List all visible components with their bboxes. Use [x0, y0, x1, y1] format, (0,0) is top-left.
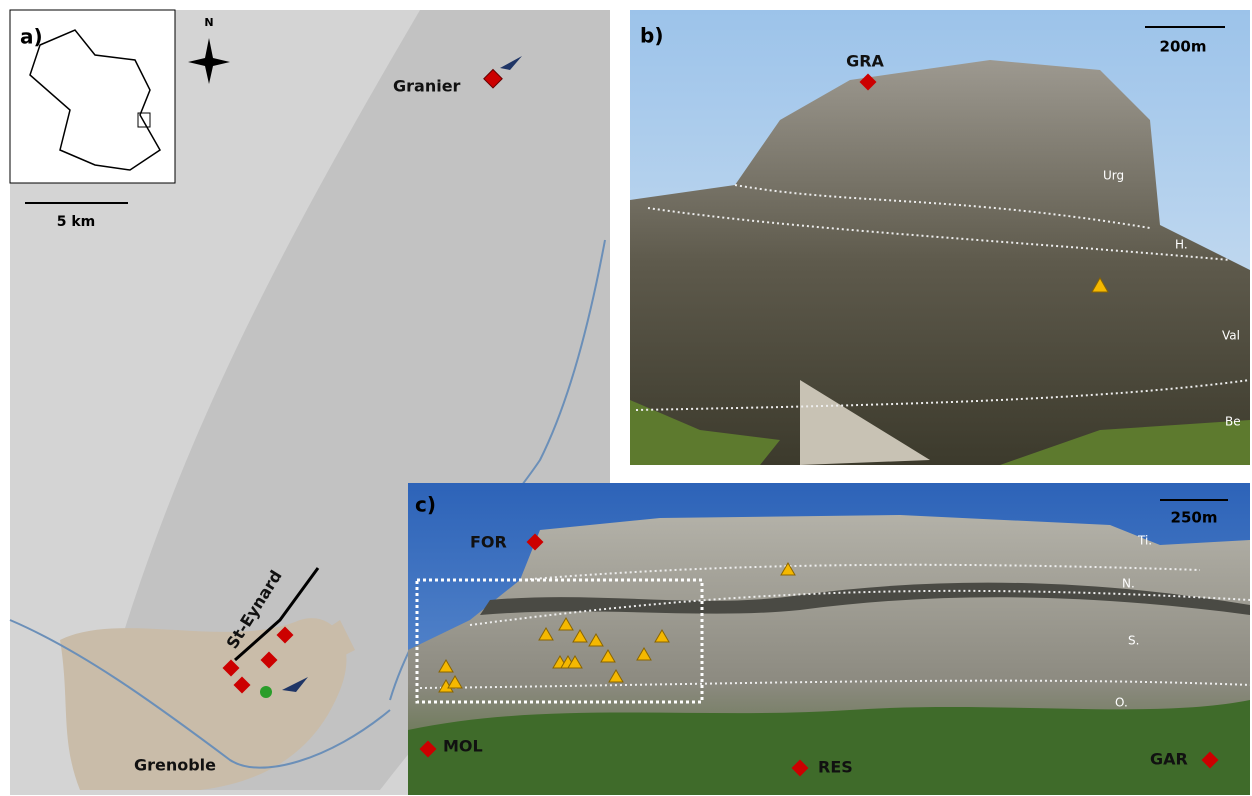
- site-label: FOR: [470, 533, 507, 552]
- unit-boundaries: [419, 563, 1251, 689]
- site-marker: [859, 73, 877, 91]
- unit-label: Be: [1225, 415, 1241, 429]
- unit-label: H.: [1175, 238, 1188, 252]
- scale-label: 200m: [1160, 38, 1207, 56]
- panel-b: b) GRA 200m Urg H. Val Be: [630, 10, 1251, 465]
- dark-layer: [480, 582, 1250, 615]
- france-outline: [29, 29, 161, 171]
- view-arrow: [500, 56, 522, 70]
- site-label: GAR: [1150, 750, 1188, 769]
- north-arrow: [188, 38, 230, 84]
- unit-boundaries: [635, 184, 1251, 411]
- north-label: N: [204, 16, 213, 29]
- forest: [408, 700, 1250, 795]
- panel-label: b): [640, 24, 663, 48]
- unit-label: O.: [1115, 696, 1128, 710]
- zoom-box: [415, 578, 704, 704]
- site-label: RES: [818, 758, 853, 777]
- unit-label: S.: [1128, 634, 1139, 648]
- site-label: GRA: [846, 52, 884, 71]
- site-label: Granier: [393, 77, 461, 96]
- panel-label: c): [415, 493, 436, 517]
- station-marker: [260, 686, 272, 698]
- river: [9, 619, 391, 769]
- site-marker: [526, 533, 544, 551]
- cliff: [630, 60, 1250, 465]
- scale-label: 5 km: [57, 214, 96, 230]
- inset-locator: [137, 112, 151, 128]
- scree: [800, 380, 930, 465]
- site-marker: [1201, 751, 1219, 769]
- site-marker: [233, 676, 251, 694]
- site-marker: [791, 759, 809, 777]
- unit-label: N.: [1122, 577, 1135, 591]
- site-marker: [419, 740, 437, 758]
- city-label: Grenoble: [134, 756, 216, 775]
- scale-label: 250m: [1171, 509, 1218, 527]
- sample-markers: [438, 562, 796, 693]
- unit-label: Ti.: [1137, 534, 1152, 548]
- site-marker: [260, 651, 278, 669]
- unit-label: Urg: [1103, 169, 1124, 183]
- panel-c: c) FOR MOL RES GAR 250m Ti. N. S. O.: [408, 483, 1251, 795]
- sample-marker: [1091, 276, 1109, 293]
- urban-area: [310, 620, 355, 665]
- vegetation: [630, 400, 1250, 465]
- site-marker: [276, 626, 294, 644]
- panel-label: a): [20, 25, 43, 49]
- site-marker: [222, 659, 240, 677]
- unit-label: Val: [1222, 329, 1240, 343]
- site-label: MOL: [443, 737, 483, 756]
- view-arrow: [282, 677, 308, 692]
- cliff-line: [234, 567, 320, 662]
- site-marker: [483, 68, 503, 89]
